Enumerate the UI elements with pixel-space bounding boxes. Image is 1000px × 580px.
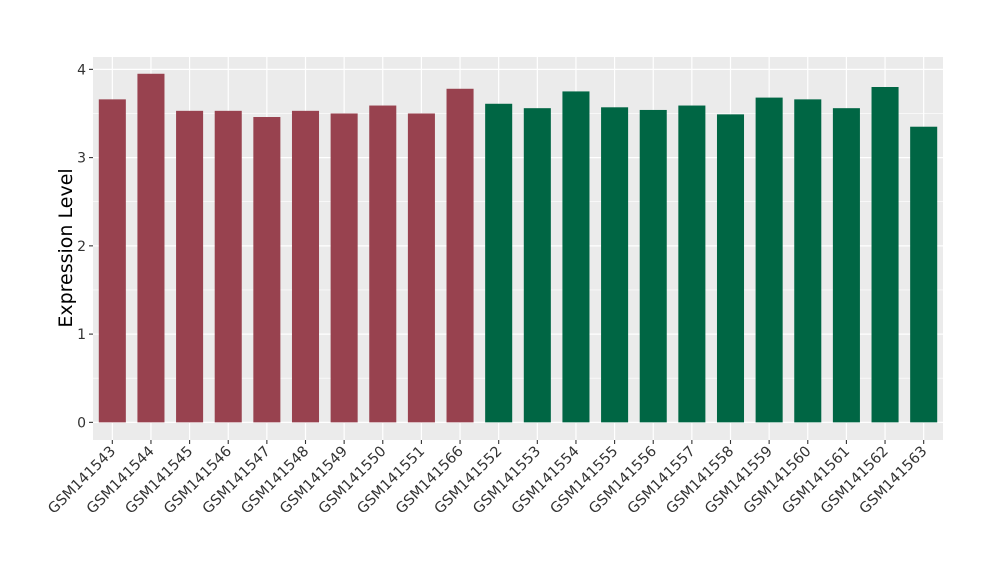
- x-tick-label: GSM141557: [625, 444, 699, 518]
- bar-GSM141554: [562, 91, 590, 423]
- bar-GSM141548: [291, 110, 320, 423]
- bar-GSM141555: [601, 107, 629, 423]
- bar-GSM141561: [832, 108, 860, 423]
- x-tick-label: GSM141549: [277, 444, 351, 518]
- x-tick-label: GSM141545: [123, 444, 197, 518]
- y-tick-label: 4: [77, 62, 86, 78]
- bar-GSM141556: [639, 109, 667, 423]
- x-tick-label: GSM141556: [586, 444, 660, 518]
- bar-GSM141543: [98, 99, 126, 423]
- bar-GSM141559: [755, 97, 783, 423]
- x-tick-label: GSM141548: [239, 444, 313, 518]
- y-tick-label: 2: [77, 239, 86, 255]
- bar-GSM141563: [910, 126, 938, 423]
- x-tick-label: GSM141566: [393, 444, 467, 518]
- x-tick-label: GSM141553: [470, 444, 544, 518]
- x-tick-label: GSM141560: [741, 444, 815, 518]
- x-tick-label: GSM141544: [84, 444, 158, 518]
- x-tick-label: GSM141551: [354, 444, 428, 518]
- bar-GSM141546: [214, 110, 242, 423]
- bar-GSM141549: [330, 113, 358, 423]
- x-tick-label: GSM141552: [432, 444, 506, 518]
- y-tick-label: 3: [77, 151, 86, 167]
- y-axis: 0 1 2 3 4: [77, 62, 93, 431]
- bar-GSM141547: [253, 117, 281, 423]
- y-tick-label: 1: [77, 327, 86, 343]
- y-axis-title: Expression Level: [55, 168, 77, 327]
- x-tick-label: GSM141546: [161, 444, 235, 518]
- bar-GSM141552: [485, 103, 513, 423]
- bar-GSM141545: [176, 110, 204, 423]
- x-tick-label: GSM141562: [818, 444, 892, 518]
- x-tick-label: GSM141555: [548, 444, 622, 518]
- bar-GSM141558: [716, 114, 745, 423]
- x-tick-label: GSM141559: [702, 444, 776, 518]
- x-tick-label: GSM141543: [45, 444, 119, 518]
- bar-GSM141560: [794, 99, 822, 423]
- y-tick-label: 0: [77, 415, 86, 431]
- x-tick-label: GSM141563: [857, 444, 931, 518]
- bars: [98, 73, 938, 423]
- bar-GSM141550: [369, 105, 397, 423]
- x-tick-label: GSM141547: [200, 444, 274, 518]
- bar-GSM141551: [407, 113, 435, 423]
- x-axis: GSM141543GSM141544GSM141545GSM141546GSM1…: [45, 440, 931, 518]
- bar-GSM141544: [137, 73, 165, 423]
- x-tick-label: GSM141554: [509, 444, 583, 518]
- x-tick-label: GSM141561: [779, 444, 853, 518]
- x-tick-label: GSM141558: [664, 444, 738, 518]
- bar-GSM141553: [523, 108, 551, 423]
- x-tick-label: GSM141550: [316, 444, 390, 518]
- bar-GSM141557: [678, 105, 706, 423]
- bar-GSM141562: [871, 87, 899, 423]
- bar-GSM141566: [446, 88, 474, 423]
